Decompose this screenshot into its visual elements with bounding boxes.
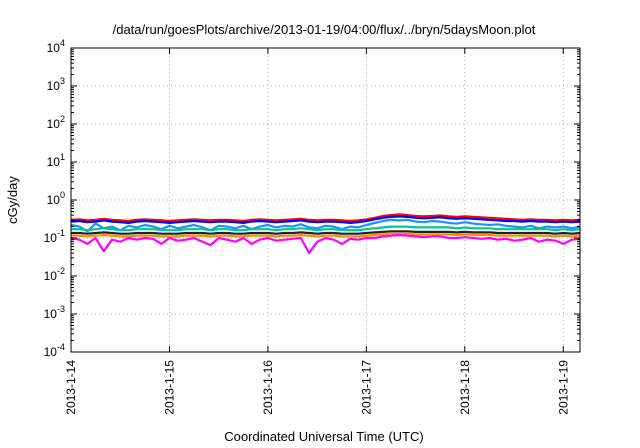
- x-tick-label: 2013-1-15: [162, 360, 176, 415]
- y-axis-label: cGy/day: [5, 176, 20, 224]
- series-line-3: [70, 218, 581, 233]
- chart-title: /data/run/goesPlots/archive/2013-01-19/0…: [113, 22, 536, 37]
- series-line-5: [71, 230, 581, 235]
- grid: [71, 48, 580, 352]
- series-line-7: [70, 233, 581, 255]
- y-tick-label: 10-1: [44, 228, 65, 245]
- x-tick-label: 2013-1-18: [458, 360, 472, 415]
- y-tick-label: 103: [47, 76, 65, 93]
- x-axis: 2013-1-14 2013-1-15 2013-1-16 2013-1-17 2013…: [64, 48, 570, 415]
- x-tick-label: 2013-1-16: [261, 360, 275, 415]
- series-line-2: [70, 215, 581, 224]
- x-tick-label: 2013-1-17: [359, 360, 373, 415]
- x-tick-label: 2013-1-19: [556, 360, 570, 415]
- y-tick-label: 10-4: [44, 342, 65, 359]
- plot-series: [70, 213, 581, 255]
- y-tick-label: 100: [47, 190, 65, 207]
- y-tick-label: 10-3: [44, 304, 65, 321]
- y-axis: 104 103 102 101 100 10-1 10-2 10-3 10-4: [44, 38, 580, 359]
- y-tick-label: 10-2: [44, 266, 65, 283]
- x-tick-label: 2013-1-14: [64, 360, 78, 415]
- y-tick-label: 104: [47, 38, 65, 55]
- series-line-1: [70, 213, 581, 223]
- x-axis-label: Coordinated Universal Time (UTC): [224, 429, 423, 444]
- y-tick-label: 101: [47, 152, 65, 169]
- series-line-4: [71, 225, 581, 232]
- series-line-6: [71, 232, 581, 238]
- y-tick-label: 102: [47, 114, 65, 131]
